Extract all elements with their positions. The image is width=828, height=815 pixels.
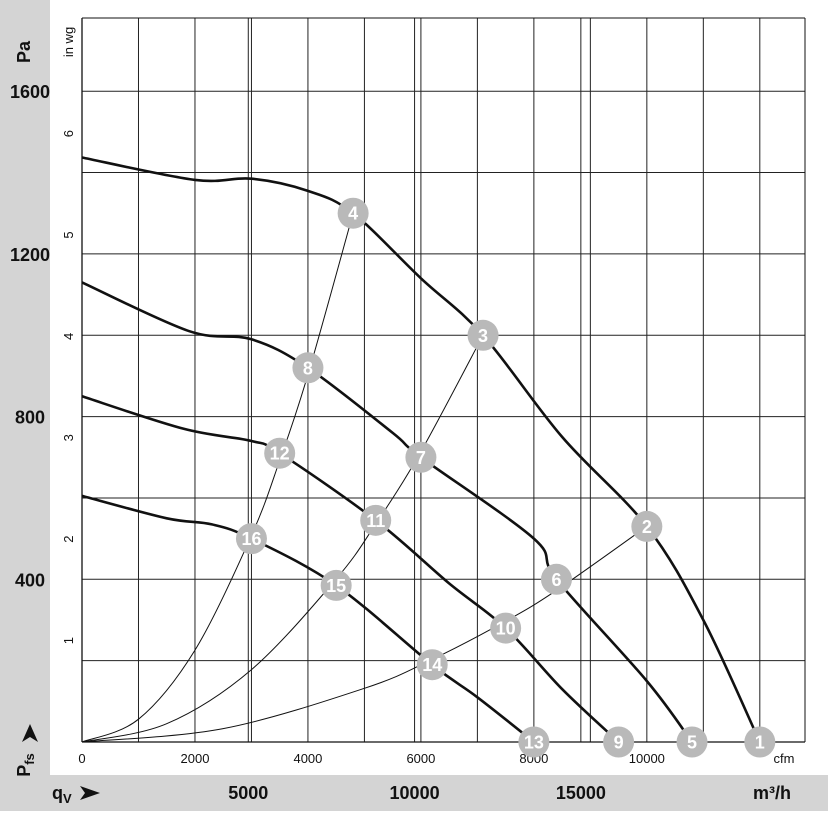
pa-tick-label: 1600	[10, 82, 50, 102]
operating-point-11: 11	[360, 504, 392, 536]
operating-point-label: 14	[422, 655, 442, 675]
operating-point-6: 6	[540, 563, 572, 595]
operating-point-badge	[603, 726, 635, 758]
operating-point-badge	[518, 726, 550, 758]
operating-point-label: 4	[348, 204, 358, 224]
operating-point-badge	[631, 510, 663, 542]
operating-point-9: 9	[603, 726, 635, 758]
m3h-unit-label: m³/h	[753, 783, 791, 803]
cfm-tick-label: 0	[78, 751, 85, 766]
inwg-tick-label: 4	[61, 333, 76, 340]
operating-point-badge	[320, 569, 352, 601]
operating-point-16: 16	[235, 523, 267, 555]
operating-point-13: 13	[518, 726, 550, 758]
cfm-tick-label: 4000	[293, 751, 322, 766]
m3h-tick-label: 10000	[390, 783, 440, 803]
operating-point-1: 1	[744, 726, 776, 758]
left-axis-panel	[0, 0, 50, 778]
operating-point-label: 5	[687, 733, 697, 753]
operating-point-12: 12	[264, 437, 296, 469]
inwg-tick-label: 3	[61, 434, 76, 441]
operating-point-label: 8	[303, 358, 313, 378]
operating-point-label: 13	[524, 733, 544, 753]
cfm-unit-label: cfm	[774, 751, 795, 766]
m3h-tick-label: 5000	[228, 783, 268, 803]
pressure-arrow-icon	[22, 724, 38, 742]
pa-tick-label: 400	[15, 570, 45, 590]
operating-point-badge	[540, 563, 572, 595]
operating-point-label: 10	[496, 619, 516, 639]
pa-unit-label: Pa	[14, 40, 34, 63]
fan-curve-2	[81, 281, 694, 743]
operating-point-15: 15	[320, 569, 352, 601]
operating-point-14: 14	[416, 649, 448, 681]
inwg-tick-label: 5	[61, 231, 76, 238]
operating-point-label: 7	[416, 448, 426, 468]
operating-point-badge	[235, 523, 267, 555]
operating-point-badge	[676, 726, 708, 758]
pa-tick-label: 1200	[10, 245, 50, 265]
operating-point-badge	[337, 197, 369, 229]
operating-point-label: 1	[755, 733, 765, 753]
fan-curve-1	[81, 156, 761, 743]
operating-point-badge	[264, 437, 296, 469]
operating-point-2: 2	[631, 510, 663, 542]
m3h-tick-label: 15000	[556, 783, 606, 803]
cfm-tick-label: 6000	[406, 751, 435, 766]
operating-point-label: 11	[366, 511, 385, 531]
operating-point-label: 6	[551, 570, 561, 590]
fan-curve-3	[81, 395, 620, 743]
bottom-axis-panel	[0, 775, 828, 811]
operating-point-badge	[416, 649, 448, 681]
flow-symbol-subscript: V	[63, 791, 72, 806]
system-curve-1	[81, 213, 354, 743]
operating-point-label: 12	[270, 444, 290, 464]
operating-point-badge	[405, 441, 437, 473]
cfm-tick-label: 2000	[181, 751, 210, 766]
operating-point-7: 7	[405, 441, 437, 473]
operating-point-badge	[292, 352, 324, 384]
inwg-tick-label: 2	[61, 536, 76, 543]
operating-point-label: 2	[642, 517, 652, 537]
system-curve-2	[81, 335, 484, 743]
operating-point-8: 8	[292, 352, 324, 384]
inwg-tick-label: 1	[61, 637, 76, 644]
operating-point-5: 5	[676, 726, 708, 758]
pa-tick-label: 800	[15, 408, 45, 428]
cfm-tick-label: 10000	[629, 751, 665, 766]
operating-point-label: 15	[326, 576, 346, 596]
pressure-symbol-subscript: fs	[22, 753, 37, 765]
flow-arrow-icon	[80, 786, 100, 800]
operating-point-label: 3	[478, 326, 488, 346]
operating-point-badge	[467, 319, 499, 351]
fan-curve-4	[81, 494, 535, 744]
operating-point-10: 10	[490, 612, 522, 644]
operating-point-label: 9	[614, 733, 624, 753]
operating-point-4: 4	[337, 197, 369, 229]
operating-point-3: 3	[467, 319, 499, 351]
operating-point-badge	[360, 504, 392, 536]
operating-point-badge	[490, 612, 522, 644]
operating-point-badge	[744, 726, 776, 758]
inwg-unit-label: in wg	[61, 27, 76, 57]
operating-point-label: 16	[241, 529, 261, 549]
inwg-tick-label: 6	[61, 130, 76, 137]
